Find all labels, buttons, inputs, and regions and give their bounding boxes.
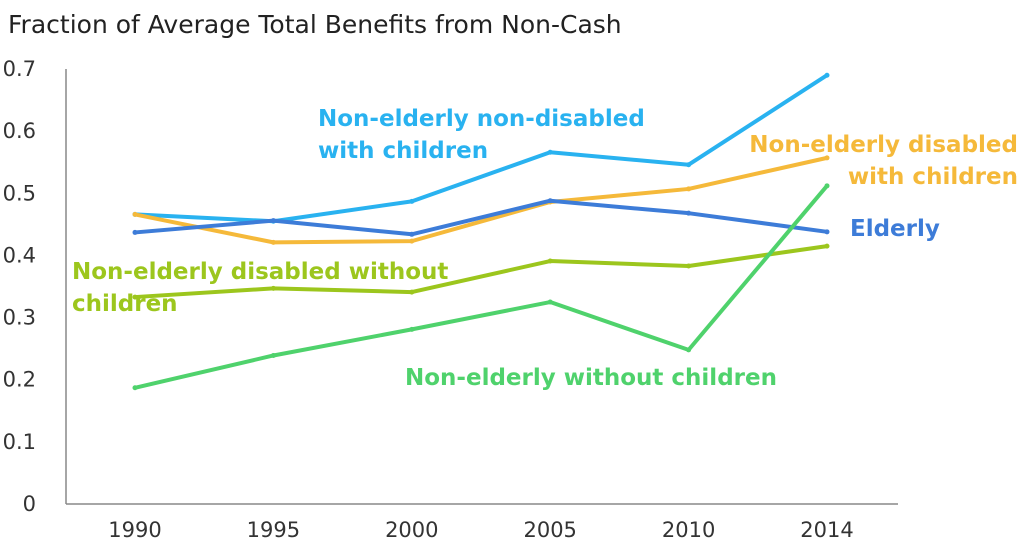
series-2 — [132, 198, 830, 237]
series-line — [133, 155, 829, 245]
data-point — [824, 155, 830, 161]
x-tick-label: 1990 — [108, 518, 161, 542]
series-label: Non-elderly disabled with children — [749, 132, 1018, 190]
data-point — [547, 258, 553, 264]
series-line — [133, 198, 829, 237]
chart-title: Fraction of Average Total Benefits from … — [8, 10, 622, 39]
y-tick-labels: 0 0.1 0.2 0.3 0.4 0.5 0.6 0.7 — [3, 57, 36, 516]
data-point — [409, 198, 415, 204]
series-4 — [132, 183, 830, 391]
data-point — [686, 210, 692, 216]
series-3 — [132, 243, 830, 300]
data-point — [409, 231, 415, 237]
series-line — [133, 244, 829, 300]
series-label-line: Non-elderly without children — [405, 365, 777, 391]
y-tick-label: 0.6 — [3, 119, 36, 143]
series-label-line: Non-elderly non-disabled — [318, 106, 645, 132]
data-point — [547, 149, 553, 155]
data-point — [132, 229, 138, 235]
data-point — [686, 347, 692, 353]
data-point — [824, 243, 830, 249]
series-line — [133, 183, 829, 390]
series-label-line: Elderly — [850, 216, 940, 242]
axes — [65, 69, 898, 505]
data-point — [409, 238, 415, 244]
data-point — [547, 299, 553, 305]
series-label-line: with children — [318, 138, 488, 164]
data-point — [132, 385, 138, 391]
x-tick-labels: 1990 1995 2000 2005 2010 2014 — [108, 518, 853, 542]
data-point — [686, 186, 692, 192]
series-lines — [132, 72, 830, 391]
x-tick-label: 1995 — [247, 518, 300, 542]
series-label-line: Non-elderly disabled — [749, 132, 1018, 158]
x-tick-label: 2000 — [385, 518, 438, 542]
x-tick-label: 2014 — [800, 518, 853, 542]
series-label: Non-elderly disabled without children — [72, 259, 448, 317]
data-point — [824, 229, 830, 235]
data-point — [409, 289, 415, 295]
data-point — [270, 218, 276, 224]
data-point — [132, 211, 138, 217]
data-point — [686, 162, 692, 168]
y-tick-label: 0.3 — [3, 306, 36, 330]
data-point — [270, 285, 276, 291]
data-point — [409, 326, 415, 332]
series-line — [133, 73, 829, 224]
series-label: Non-elderly non-disabled with children — [318, 106, 645, 164]
data-point — [270, 239, 276, 245]
y-tick-label: 0.4 — [3, 243, 36, 267]
data-point — [824, 72, 830, 78]
series-labels: Non-elderly non-disabled with children Non… — [72, 106, 1018, 391]
y-tick-label: 0 — [23, 492, 36, 516]
x-tick-label: 2005 — [523, 518, 576, 542]
data-point — [824, 183, 830, 189]
series-1 — [132, 155, 830, 245]
series-label-line: with children — [848, 164, 1018, 190]
data-point — [270, 352, 276, 358]
data-point — [686, 263, 692, 269]
series-label-line: Non-elderly disabled without — [72, 259, 448, 285]
series-label: Non-elderly without children — [405, 365, 777, 391]
y-tick-label: 0.7 — [3, 57, 36, 81]
y-tick-label: 0.2 — [3, 368, 36, 392]
y-tick-label: 0.5 — [3, 181, 36, 205]
data-point — [547, 198, 553, 204]
series-0 — [132, 72, 830, 224]
series-label: Elderly — [850, 216, 940, 242]
x-tick-label: 2010 — [662, 518, 715, 542]
y-tick-label: 0.1 — [3, 430, 36, 454]
data-point — [132, 294, 138, 300]
series-label-line: children — [72, 291, 178, 317]
